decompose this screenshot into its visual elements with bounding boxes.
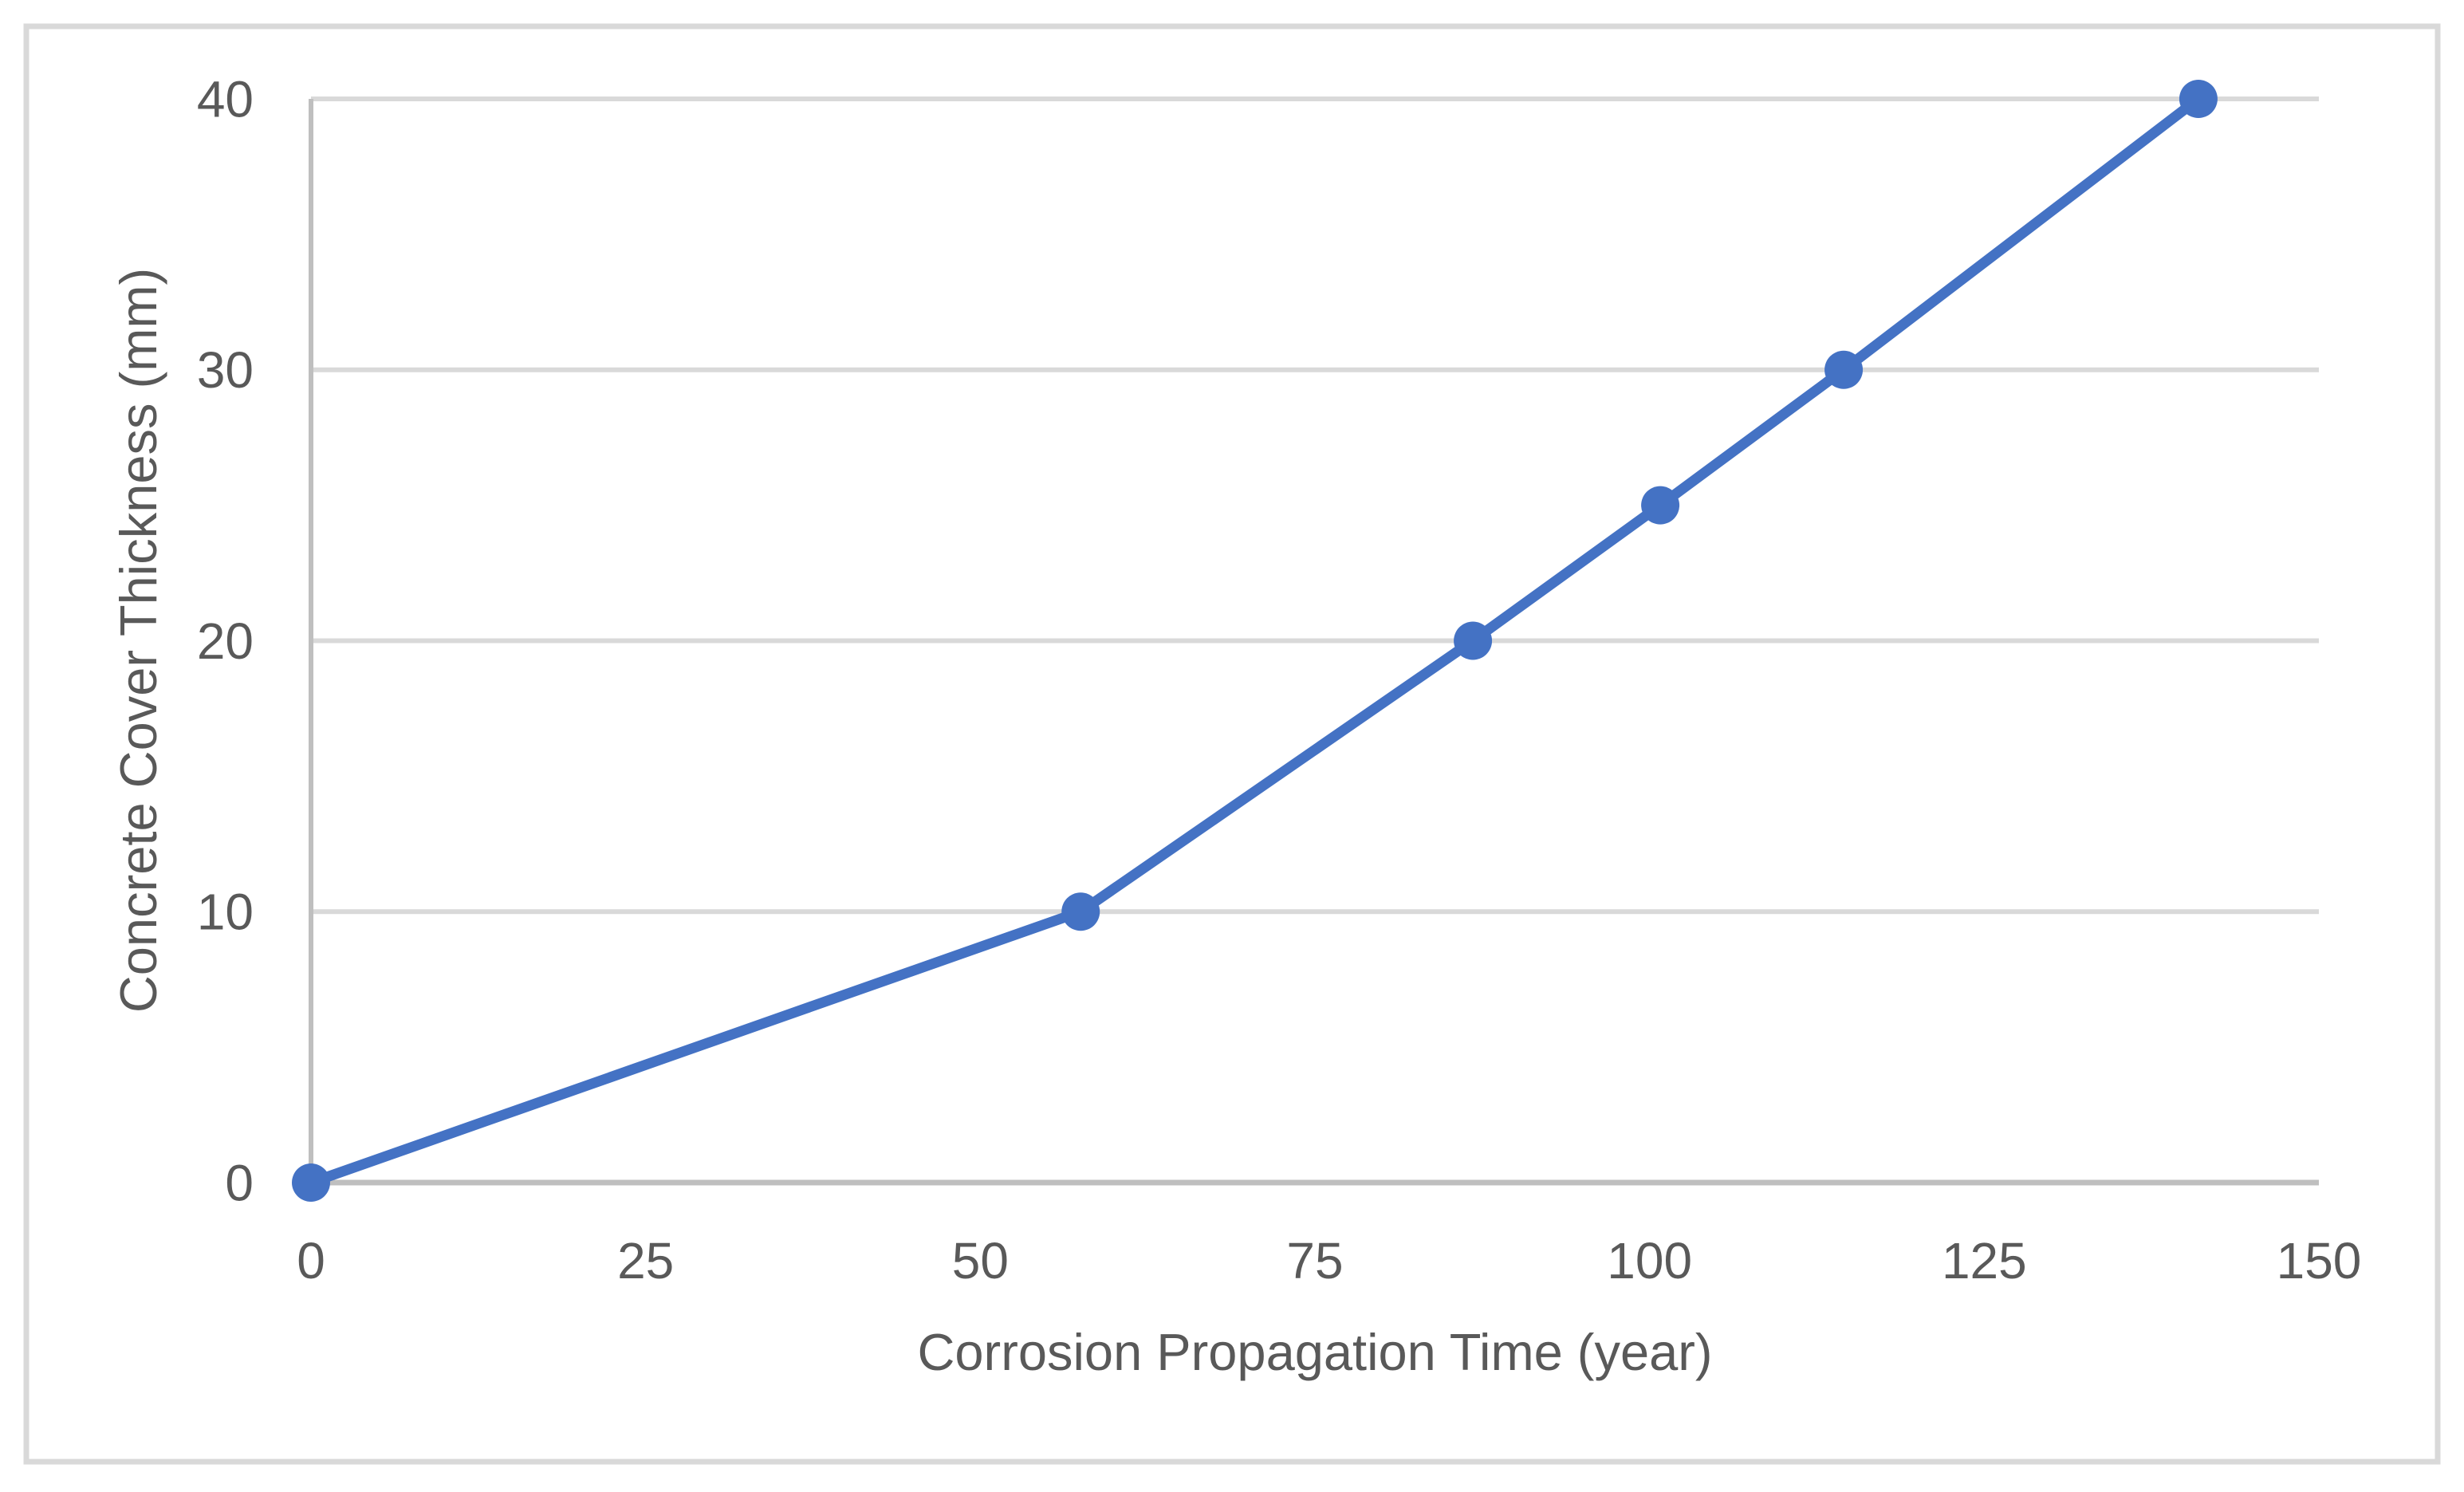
y-axis-title: Concrete Cover Thickness (mm) [109, 268, 167, 1013]
y-tick-label-10: 10 [197, 884, 254, 941]
figure-border [23, 23, 2441, 1465]
data-point-marker-57.5-10 [1061, 892, 1100, 931]
gridlines [311, 96, 2319, 915]
y-tick-label-40: 40 [197, 70, 254, 128]
y-tick-label-20: 20 [197, 612, 254, 670]
x-tick-label-75: 75 [1286, 1232, 1343, 1289]
x-tick-label-150: 150 [2277, 1232, 2362, 1289]
data-point-marker-100.8-25 [1641, 486, 1680, 525]
data-point-marker-86.8-20 [1454, 621, 1493, 660]
x-tick-label-125: 125 [1942, 1232, 2027, 1289]
x-axis-title: Corrosion Propagation Time (year) [917, 1323, 1712, 1381]
y-tick-label-30: 30 [197, 341, 254, 399]
series-line [305, 93, 2204, 1188]
data-series [292, 80, 2218, 1202]
y-tick-label-0: 0 [225, 1154, 254, 1211]
x-tick-label-100: 100 [1607, 1232, 1692, 1289]
x-tick-label-0: 0 [297, 1232, 325, 1289]
y-tick-labels: 0 10 20 30 40 [197, 70, 254, 1211]
x-tick-label-25: 25 [617, 1232, 674, 1289]
data-point-marker-0-0 [292, 1163, 330, 1202]
data-point-marker-141-40 [2179, 80, 2218, 118]
x-tick-labels: 0 25 50 75 100 125 150 [297, 1232, 2361, 1289]
x-tick-label-50: 50 [952, 1232, 1009, 1289]
data-point-marker-114.5-30 [1824, 350, 1864, 389]
